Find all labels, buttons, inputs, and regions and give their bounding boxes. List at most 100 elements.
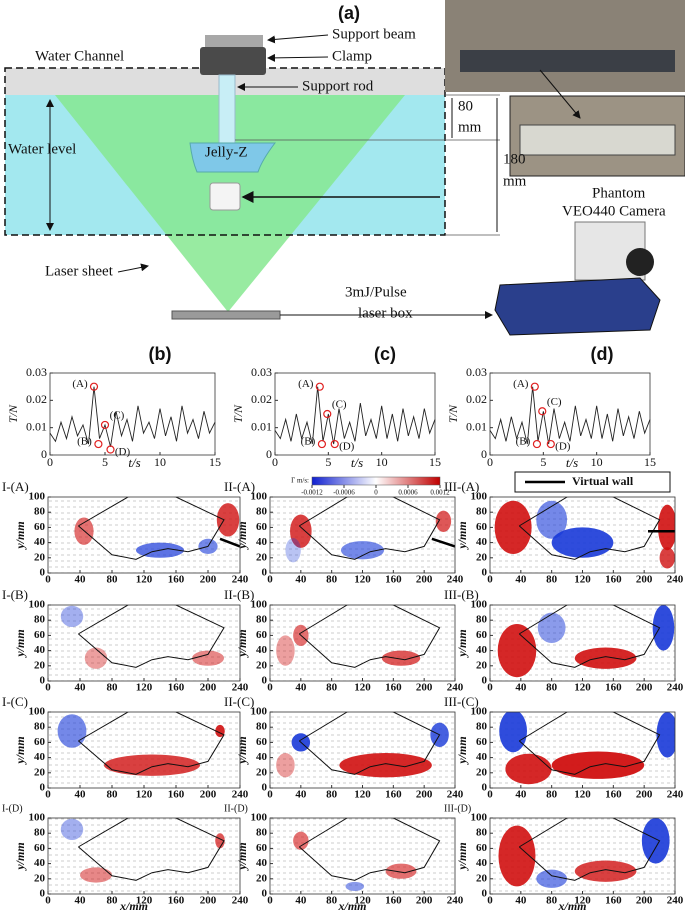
vector-field — [48, 818, 240, 894]
plot-frame — [489, 372, 651, 456]
label: mm — [503, 173, 527, 189]
x-tick-label: 240 — [447, 789, 464, 801]
label: Clamp — [332, 48, 372, 64]
y-axis-label: T/N — [446, 404, 460, 423]
vorticity-region — [656, 712, 675, 758]
vorticity-region — [215, 833, 225, 849]
x-tick-label: 40 — [515, 574, 527, 586]
marked-point — [317, 439, 327, 449]
vorticity-region — [494, 500, 532, 554]
x-tick-label: 200 — [200, 574, 217, 586]
y-tick-label: 40 — [256, 751, 268, 763]
y-axis-label: T/N — [6, 404, 20, 423]
y-axis-label: y/mm — [455, 521, 469, 550]
marked-point — [530, 382, 539, 391]
y-tick-label: 40 — [256, 857, 268, 869]
y-tick-label: 20 — [34, 766, 46, 778]
y-tick-label: 40 — [476, 857, 488, 869]
field — [270, 818, 455, 894]
colorbar-tick-label: 0.0006 — [398, 489, 418, 497]
x-tick-label: 40 — [75, 789, 87, 801]
marked-point — [106, 445, 115, 454]
point-label: (C) — [332, 399, 347, 411]
column-label: (d) — [591, 344, 614, 364]
marked-point — [323, 409, 332, 419]
vorticity-region — [276, 635, 295, 666]
x-tick-label: 160 — [385, 895, 402, 907]
y-tick-label: 0 — [40, 675, 46, 687]
x-axis-label: t/s — [351, 455, 363, 470]
x-tick-label: 80 — [546, 789, 558, 801]
x-tick-label: 5 — [325, 455, 331, 469]
x-tick-label: 80 — [107, 574, 119, 586]
y-tick-label: 80 — [256, 506, 268, 518]
vorticity-region — [60, 818, 84, 841]
panel-label: III-(C) — [444, 694, 479, 709]
vorticity-region — [345, 881, 365, 891]
virtual-wall — [431, 537, 455, 548]
y-tick-label: 80 — [34, 506, 46, 518]
y-tick-label: 0.03 — [466, 365, 487, 379]
column-label: (b) — [149, 344, 172, 364]
y-tick-label: 0.03 — [251, 365, 272, 379]
y-tick-label: 100 — [251, 491, 268, 503]
vorticity-region — [339, 753, 432, 778]
body-outline — [78, 497, 225, 560]
x-tick-label: 200 — [200, 789, 217, 801]
x-axis-label: x/mm — [557, 899, 586, 911]
x-tick-label: 200 — [200, 895, 217, 907]
point-label: (D) — [115, 446, 131, 458]
x-tick-label: 80 — [107, 682, 119, 694]
x-tick-label: 80 — [546, 574, 558, 586]
y-tick-label: 0.02 — [466, 392, 487, 406]
beam — [205, 35, 263, 47]
y-tick-label: 0 — [482, 782, 488, 794]
x-tick-label: 0 — [267, 682, 273, 694]
x-tick-label: 240 — [667, 682, 684, 694]
field — [48, 818, 240, 894]
x-tick-label: 240 — [667, 789, 684, 801]
point-label: (D) — [555, 441, 571, 453]
y-tick-label: 0.03 — [26, 365, 47, 379]
x-tick-label: 200 — [200, 682, 217, 694]
panel-label: II-(D) — [224, 803, 248, 814]
cube — [209, 182, 241, 211]
x-tick-label: 40 — [515, 789, 527, 801]
vorticity-region — [537, 612, 566, 643]
panel-label: I-(B) — [2, 587, 28, 602]
y-tick-label: 80 — [34, 614, 46, 626]
vorticity-region — [498, 825, 536, 887]
x-tick-label: 200 — [416, 895, 433, 907]
y-tick-label: 20 — [476, 766, 488, 778]
y-tick-label: 100 — [29, 491, 46, 503]
vorticity-region — [499, 712, 527, 753]
label: Laser sheet — [45, 263, 114, 279]
vorticity-region — [290, 514, 312, 548]
marked-point — [94, 439, 103, 449]
y-axis-label: y/mm — [455, 629, 469, 658]
x-tick-label: 5 — [102, 455, 108, 469]
photo-detail — [519, 124, 676, 156]
x-tick-label: 120 — [574, 789, 591, 801]
x-tick-label: 120 — [136, 895, 153, 907]
vorticity-region — [60, 605, 84, 628]
panel-label: III-(A) — [444, 479, 479, 494]
point-label: (B) — [516, 436, 531, 448]
marked-point — [538, 407, 547, 416]
y-tick-label: 20 — [34, 551, 46, 563]
y-tick-label: 0.02 — [26, 392, 47, 406]
y-tick-label: 100 — [29, 599, 46, 611]
x-tick-label: 200 — [636, 682, 653, 694]
field — [490, 818, 675, 894]
vorticity-region — [574, 647, 637, 669]
label: Water Channel — [35, 48, 124, 64]
y-tick-label: 60 — [256, 521, 268, 533]
y-tick-label: 20 — [476, 551, 488, 563]
x-tick-label: 80 — [107, 895, 119, 907]
point-label: (A) — [72, 378, 88, 390]
marked-point — [89, 382, 99, 391]
y-tick-label: 40 — [34, 751, 46, 763]
x-tick-label: 160 — [168, 789, 185, 801]
colorbar-tick-label: -0.0006 — [333, 489, 355, 497]
y-tick-label: 60 — [256, 736, 268, 748]
